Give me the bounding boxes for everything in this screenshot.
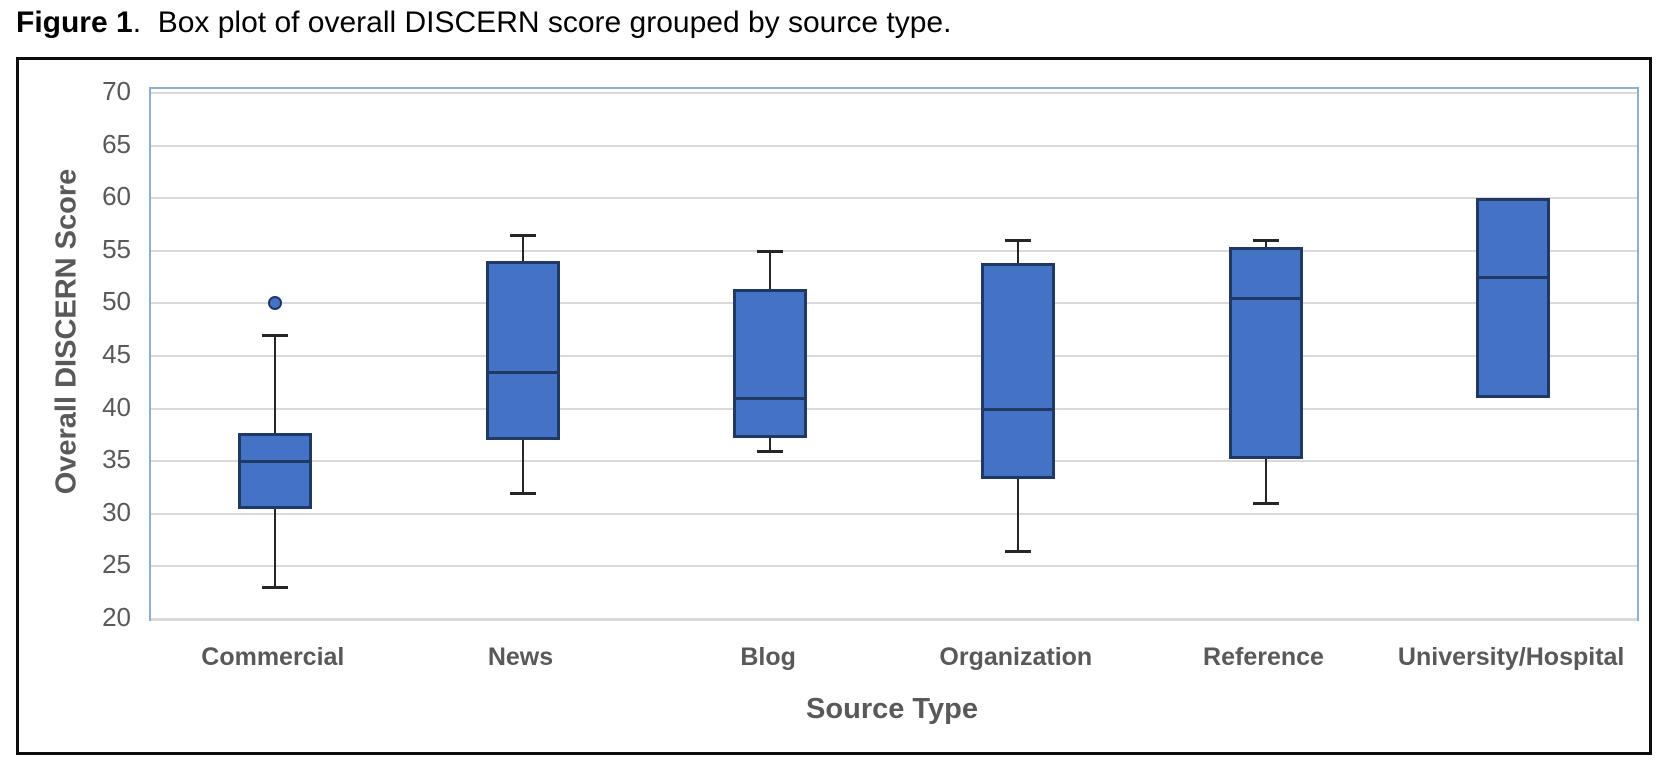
- box-commercial: [238, 432, 312, 509]
- y-axis-title: Overall DISCERN Score: [50, 168, 83, 495]
- gridline-y-25: [151, 565, 1637, 568]
- y-tick-label-30: 30: [102, 496, 131, 527]
- y-tick-label-50: 50: [102, 286, 131, 317]
- upper-whisker-news: [522, 235, 524, 262]
- lower-whisker-cap-commercial: [262, 586, 288, 590]
- gridline-y-70: [151, 92, 1637, 94]
- upper-whisker-blog: [769, 250, 771, 289]
- lower-whisker-cap-organization: [1005, 549, 1031, 553]
- gridline-y-60: [151, 197, 1637, 200]
- y-tick-label-65: 65: [102, 128, 131, 159]
- y-tick-label-20: 20: [102, 602, 131, 632]
- x-tick-label-reference: Reference: [1203, 643, 1324, 671]
- outlier-commercial-0: [268, 296, 282, 311]
- lower-whisker-news: [522, 440, 524, 493]
- gridline-y-40: [151, 407, 1637, 410]
- box-organization: [981, 263, 1055, 480]
- chart-container: 70 65 60 55 50 45 40 35 30 25 20 Commercial News Blo…: [16, 57, 1652, 755]
- x-tick-label-university-hospital: University/Hospital: [1397, 643, 1625, 671]
- lower-whisker-cap-reference: [1253, 502, 1279, 506]
- lower-whisker-cap-blog: [757, 449, 783, 453]
- lower-whisker-blog: [769, 438, 771, 451]
- figure-caption-number: Figure 1: [16, 6, 133, 39]
- median-university-hospital: [1476, 276, 1550, 280]
- lower-whisker-reference: [1265, 459, 1267, 504]
- gridline-y-35: [151, 460, 1637, 463]
- y-tick-label-60: 60: [102, 181, 131, 212]
- upper-whisker-cap-news: [510, 234, 536, 238]
- x-tick-label-news: News: [487, 643, 554, 671]
- median-blog: [733, 397, 807, 401]
- gridline-y-30: [151, 512, 1637, 515]
- gridline-y-65: [151, 144, 1637, 147]
- median-commercial: [238, 460, 312, 464]
- gridline-y-20: [151, 618, 1637, 621]
- y-tick-label-25: 25: [102, 549, 131, 580]
- box-reference: [1229, 246, 1303, 460]
- plot-area: [149, 87, 1639, 621]
- box-news: [486, 261, 560, 441]
- box-university-hospital: [1476, 198, 1550, 399]
- upper-whisker-cap-commercial: [262, 333, 288, 337]
- figure-caption-text: . Box plot of overall DISCERN score grou…: [132, 6, 952, 39]
- y-tick-label-45: 45: [102, 339, 131, 369]
- upper-whisker-reference: [1265, 240, 1267, 247]
- lower-whisker-cap-news: [510, 491, 536, 495]
- upper-whisker-commercial: [274, 334, 276, 433]
- x-tick-label-organization: Organization: [939, 643, 1093, 671]
- figure-caption: Figure 1. Box plot of overall DISCERN sc…: [16, 6, 951, 40]
- upper-whisker-cap-organization: [1005, 239, 1031, 243]
- gridline-y-50: [151, 302, 1637, 305]
- median-reference: [1229, 297, 1303, 301]
- gridline-y-45: [151, 355, 1637, 357]
- upper-whisker-cap-reference: [1253, 239, 1279, 243]
- y-tick-label-55: 55: [102, 233, 131, 264]
- y-tick-label-70: 70: [102, 76, 131, 106]
- y-tick-label-40: 40: [102, 391, 131, 422]
- x-axis-title: Source Type: [806, 693, 978, 725]
- y-tick-label-35: 35: [102, 444, 131, 475]
- gridline-y-55: [151, 249, 1637, 252]
- median-news: [486, 370, 560, 374]
- lower-whisker-organization: [1017, 479, 1019, 551]
- x-tick-label-commercial: Commercial: [201, 643, 345, 671]
- x-tick-label-blog: Blog: [740, 643, 796, 671]
- median-organization: [981, 407, 1055, 411]
- upper-whisker-organization: [1017, 240, 1019, 264]
- lower-whisker-commercial: [274, 508, 276, 588]
- upper-whisker-cap-blog: [757, 249, 783, 253]
- box-blog: [733, 288, 807, 439]
